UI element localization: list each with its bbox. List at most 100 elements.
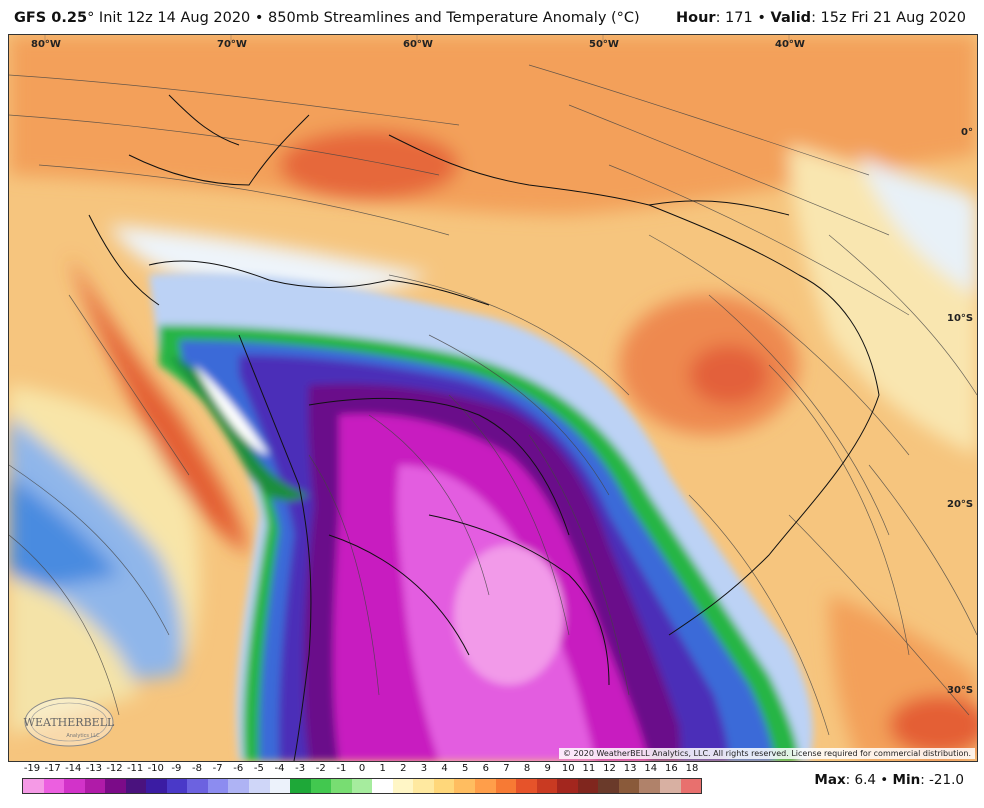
- colorbar-cell: [146, 779, 167, 793]
- colorbar-cell: [577, 779, 599, 793]
- colorbar-label: -8: [192, 763, 202, 774]
- svg-text:WEATHERBELL: WEATHERBELL: [24, 716, 115, 729]
- colorbar-cell: [310, 779, 332, 793]
- colorbar-cell: [372, 779, 393, 793]
- hour-label: Hour: [675, 10, 716, 26]
- colorbar-label: -11: [126, 763, 144, 774]
- streamlines: [9, 64, 977, 736]
- weatherbell-logo-graphic: WEATHERBELL Analytics LLC: [24, 697, 115, 747]
- colorbar-cell: [207, 779, 229, 793]
- colorbar-label: 10: [561, 763, 575, 774]
- country-borders: [88, 94, 880, 761]
- colorbar-label: 13: [623, 763, 637, 774]
- forecast-hour-valid: Hour: 171 • Valid: 15z Fri 21 Aug 2020: [676, 10, 966, 26]
- colorbar-cell: [23, 779, 44, 793]
- colorbar-label: 14: [644, 763, 658, 774]
- colorbar-cell: [269, 779, 291, 793]
- colorbar-cell: [105, 779, 126, 793]
- colorbar-label: 5: [461, 763, 469, 774]
- colorbar-label: -5: [253, 763, 264, 774]
- colorbar-label: 12: [603, 763, 616, 774]
- weather-map: 80°W 70°W 60°W 50°W 40°W 0° 10°S 20°S 30…: [8, 34, 978, 762]
- min-label: Min: [892, 772, 921, 788]
- colorbar-label: 8: [523, 763, 531, 774]
- graticule: [44, 35, 790, 43]
- longitude-label: 80°W: [31, 39, 61, 50]
- colorbar-cell: [618, 779, 640, 793]
- model-name: GFS 0.25: [14, 10, 88, 26]
- colorbar-cell: [516, 779, 537, 793]
- colorbar-label: -4: [274, 763, 285, 774]
- colorbar-cell: [290, 779, 311, 793]
- longitude-label: 60°W: [403, 39, 433, 50]
- max-min-stats: Max: 6.4 • Min: -21.0: [814, 772, 964, 788]
- colorbar-label: -9: [171, 763, 182, 774]
- colorbar-cell: [166, 779, 188, 793]
- longitude-label: 50°W: [589, 39, 619, 50]
- copyright-notice: © 2020 WeatherBELL Analytics, LLC. All r…: [559, 748, 975, 759]
- colorbar-cell: [433, 779, 455, 793]
- colorbar-label: -6: [233, 763, 244, 774]
- init-description: ° Init 12z 14 Aug 2020 • 850mb Streamlin…: [87, 10, 640, 26]
- colorbar-label: -2: [315, 763, 326, 774]
- colorbar-label: 4: [441, 763, 448, 774]
- colorbar-cell: [598, 779, 619, 793]
- colorbar-cell: [680, 779, 702, 793]
- valid-label: Valid: [770, 10, 812, 26]
- colorbar-label: -1: [336, 763, 347, 774]
- temperature-anomaly-map: [9, 35, 977, 761]
- colorbar: [22, 778, 702, 794]
- colorbar-cell: [351, 779, 373, 793]
- max-value: : 6.4 •: [845, 772, 893, 788]
- colorbar-cell: [413, 779, 434, 793]
- colorbar-cell: [392, 779, 414, 793]
- anomaly-shading: [9, 35, 977, 761]
- min-value: : -21.0: [920, 772, 964, 788]
- valid-value: : 15z Fri 21 Aug 2020: [811, 10, 966, 26]
- colorbar-cell: [125, 779, 147, 793]
- colorbar-label: 1: [379, 763, 386, 774]
- colorbar-cell: [249, 779, 270, 793]
- colorbar-label: -7: [212, 763, 223, 774]
- colorbar-label: -10: [147, 763, 164, 774]
- longitude-label: 40°W: [775, 39, 805, 50]
- colorbar-cell: [228, 779, 250, 793]
- colorbar-label: -14: [65, 763, 82, 774]
- latitude-label: 30°S: [947, 685, 974, 696]
- colorbar-cell: [639, 779, 660, 793]
- svg-text:Analytics LLC: Analytics LLC: [66, 733, 100, 739]
- colorbar-cell: [495, 779, 517, 793]
- colorbar-cell: [557, 779, 578, 793]
- colorbar-label: 3: [420, 763, 428, 774]
- colorbar-cell: [64, 779, 85, 793]
- colorbar-cell: [187, 779, 208, 793]
- max-label: Max: [814, 772, 846, 788]
- colorbar-label: 2: [400, 763, 407, 774]
- colorbar-cell: [331, 779, 352, 793]
- colorbar-cell: [475, 779, 496, 793]
- colorbar-label: 9: [544, 763, 551, 774]
- colorbar-label: 6: [482, 763, 489, 774]
- colorbar-label: -17: [44, 763, 61, 774]
- hour-value: : 171 •: [715, 10, 771, 26]
- colorbar-cell: [454, 779, 476, 793]
- colorbar-cell: [659, 779, 681, 793]
- latitude-label: 20°S: [947, 499, 974, 510]
- colorbar-label: 18: [685, 763, 699, 774]
- colorbar-labels: -19 -17 -14 -13 -12 -11 -10 -9 -8 -7 -6 -5 -4 -3 -2 -1 0…: [22, 763, 702, 777]
- colorbar-label: 0: [358, 763, 366, 774]
- colorbar-label: -13: [85, 763, 103, 774]
- colorbar-label: 16: [665, 763, 678, 774]
- colorbar-label: -12: [106, 763, 123, 774]
- colorbar-label: 11: [582, 763, 596, 774]
- colorbar-cell: [536, 779, 558, 793]
- map-header: GFS 0.25° Init 12z 14 Aug 2020 • 850mb S…: [0, 0, 984, 34]
- weatherbell-logo: WEATHERBELL Analytics LLC: [23, 695, 115, 749]
- latitude-label: 10°S: [947, 313, 974, 324]
- colorbar-label: 7: [503, 763, 510, 774]
- colorbar-label: -3: [295, 763, 306, 774]
- map-title: GFS 0.25° Init 12z 14 Aug 2020 • 850mb S…: [14, 10, 640, 26]
- latitude-label: 0°: [961, 127, 973, 138]
- colorbar-cell: [84, 779, 106, 793]
- cold-anomaly-core: [149, 273, 813, 761]
